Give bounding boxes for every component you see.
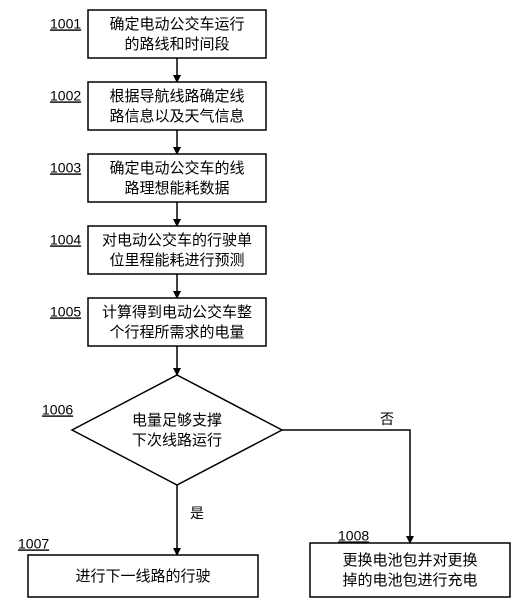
box-text-line: 掉的电池包进行充电 bbox=[342, 572, 477, 589]
flow-box-text-n7: 进行下一线路的行驶 bbox=[75, 568, 210, 585]
box-text-line: 更换电池包并对更换 bbox=[342, 552, 477, 569]
flow-diamond-n6 bbox=[72, 375, 282, 485]
edge-label-6: 否 bbox=[380, 411, 394, 427]
step-label-n2: 1002 bbox=[50, 87, 81, 103]
step-label-n8: 1008 bbox=[338, 527, 369, 543]
box-text-line: 确定电动公交车运行 bbox=[109, 15, 244, 33]
box-text-line: 的路线和时间段 bbox=[124, 36, 229, 53]
box-text-line: 对电动公交车的行驶单 bbox=[102, 231, 252, 249]
step-label-n7: 1007 bbox=[18, 535, 49, 551]
edge-label-5: 是 bbox=[190, 505, 204, 521]
box-text-line: 下次线路运行 bbox=[132, 432, 222, 449]
step-label-n4: 1004 bbox=[50, 231, 81, 247]
box-text-line: 电量足够支撑 bbox=[132, 412, 222, 429]
box-text-line: 个行程所需求的电量 bbox=[109, 324, 244, 341]
step-label-n6: 1006 bbox=[42, 401, 73, 417]
edge-n6-n8 bbox=[282, 430, 410, 543]
box-text-line: 路信息以及天气信息 bbox=[109, 108, 244, 125]
step-label-n3: 1003 bbox=[50, 159, 81, 175]
box-text-line: 确定电动公交车的线 bbox=[109, 159, 244, 177]
box-text-line: 进行下一线路的行驶 bbox=[75, 568, 210, 585]
step-label-n5: 1005 bbox=[50, 303, 81, 319]
box-text-line: 计算得到电动公交车整 bbox=[102, 303, 252, 321]
box-text-line: 路理想能耗数据 bbox=[124, 180, 229, 197]
step-label-n1: 1001 bbox=[50, 15, 81, 31]
box-text-line: 根据导航线路确定线 bbox=[109, 88, 244, 105]
box-text-line: 位里程能耗进行预测 bbox=[109, 252, 244, 269]
